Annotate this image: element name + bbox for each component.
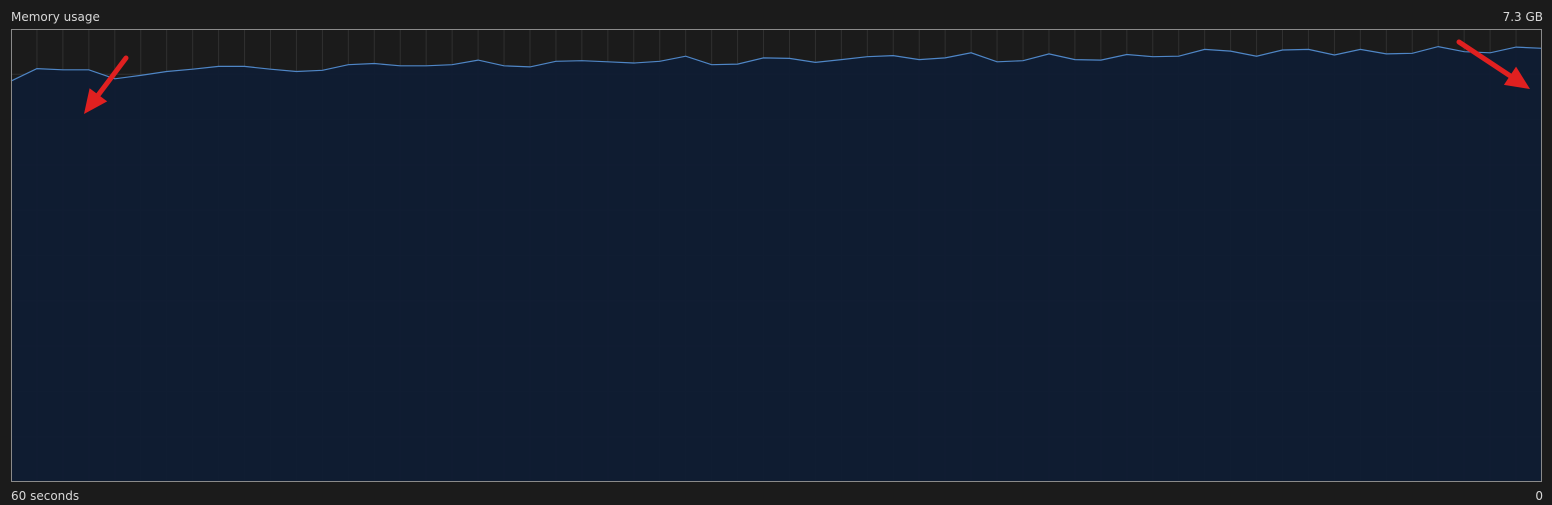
chart-border — [11, 29, 1542, 482]
y-max-label: 7.3 GB — [1502, 10, 1543, 24]
memory-area-fill — [11, 46, 1542, 482]
x-axis-start-label: 60 seconds — [11, 489, 80, 503]
memory-series-line — [10, 45, 1543, 82]
x-axis-end-label: 0 — [1535, 489, 1543, 503]
annotation-arrows — [84, 39, 1530, 114]
panel-title: Memory usage — [11, 10, 100, 24]
right-red-arrow — [1456, 39, 1530, 89]
left-red-arrow — [84, 55, 129, 114]
